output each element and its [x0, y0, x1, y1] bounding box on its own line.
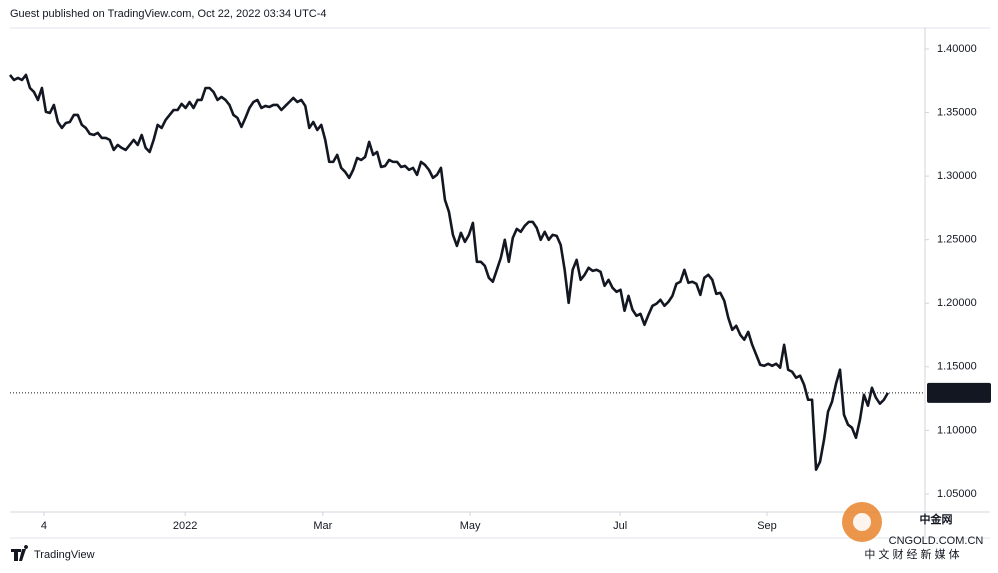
x-tick-label: 4	[41, 520, 47, 532]
watermark-site: CNGOLD.COM.CN	[889, 535, 984, 547]
y-tick-label: 1.35000	[937, 106, 977, 118]
x-tick-label: Jul	[613, 520, 627, 532]
header: Guest published on TradingView.com, Oct …	[10, 8, 327, 20]
y-tick-label: 1.20000	[937, 297, 977, 309]
watermark-title: 中金网	[920, 512, 953, 526]
footer-brand: TradingView	[34, 549, 95, 561]
y-tick-label: 1.40000	[937, 43, 977, 55]
y-tick-label: 1.30000	[937, 170, 977, 182]
x-tick-label: May	[460, 520, 481, 532]
x-tick-label: Sep	[757, 520, 777, 532]
watermark-tagline: 中 文 财 经 新 媒 体	[864, 547, 959, 561]
x-tick-label: Mar	[313, 520, 332, 532]
y-tick-label: 1.10000	[937, 424, 977, 436]
last-price-label: 1.12950	[937, 387, 977, 399]
x-tick-label: 2022	[173, 520, 197, 532]
y-tick-label: 1.15000	[937, 361, 977, 373]
y-tick-label: 1.25000	[937, 234, 977, 246]
watermark: 中金网 CNGOLD.COM.CN 中 文 财 经 新 媒 体	[842, 502, 983, 561]
tv-logo	[11, 545, 29, 561]
last-price-box	[927, 382, 991, 403]
price-line	[8, 73, 890, 471]
y-tick-label: 1.05000	[937, 488, 977, 500]
